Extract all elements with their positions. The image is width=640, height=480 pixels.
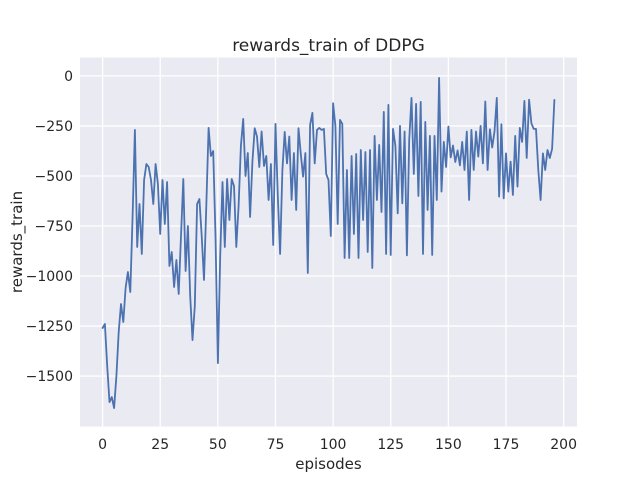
x-tick-label: 125 <box>377 437 404 453</box>
x-axis-label: episodes <box>295 455 362 473</box>
chart-title: rewards_train of DDPG <box>232 36 425 56</box>
data-series <box>101 77 556 410</box>
y-tick-label: 0 <box>64 69 73 85</box>
y-tick-label: −1000 <box>26 269 73 285</box>
y-tick-label: −1500 <box>26 369 73 385</box>
x-tick-label: 25 <box>151 437 169 453</box>
x-tick-label: 75 <box>267 437 285 453</box>
plot-panel <box>80 57 577 427</box>
x-tick-label: 50 <box>209 437 227 453</box>
y-tick-label: −500 <box>35 169 73 185</box>
y-axis-label: rewards_train <box>8 191 27 293</box>
tick-labels: 0 25 50 75 100 125 150 175 200 0 −250 −500 −750 −1000… <box>26 69 577 453</box>
y-tick-label: −750 <box>35 219 73 235</box>
reward-line <box>101 77 556 410</box>
x-tick-label: 200 <box>550 437 577 453</box>
x-tick-label: 150 <box>435 437 462 453</box>
x-tick-label: 175 <box>493 437 520 453</box>
y-tick-label: −250 <box>35 119 73 135</box>
x-tick-label: 0 <box>98 437 107 453</box>
y-tick-label: −1250 <box>26 319 73 335</box>
x-tick-label: 100 <box>320 437 347 453</box>
panel-background <box>80 57 577 427</box>
